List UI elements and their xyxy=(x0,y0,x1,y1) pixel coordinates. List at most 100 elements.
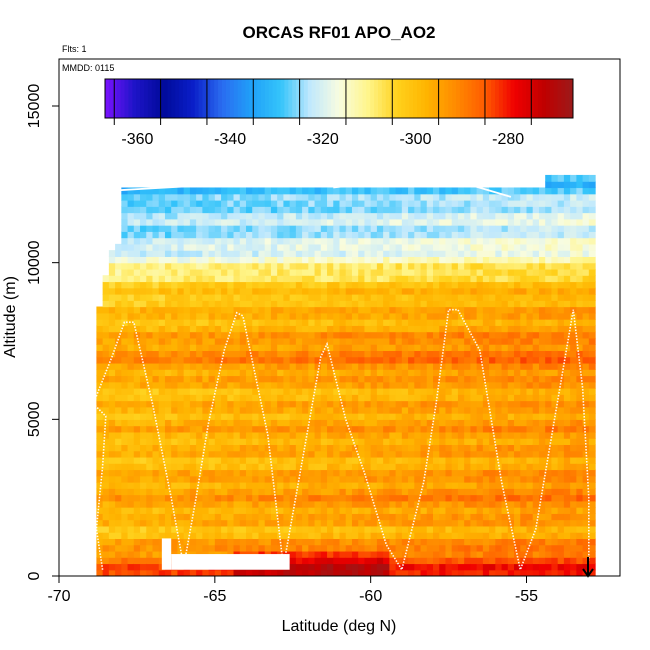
heatmap-cell xyxy=(476,450,484,458)
heatmap-cell xyxy=(532,306,540,314)
heatmap-cell xyxy=(482,494,490,502)
heatmap-cell xyxy=(115,544,122,552)
heatmap-cell xyxy=(545,525,553,533)
heatmap-cell xyxy=(189,225,197,232)
heatmap-cell xyxy=(526,325,534,333)
heatmap-cell xyxy=(295,319,303,326)
heatmap-cell xyxy=(270,300,278,308)
heatmap-cell xyxy=(489,312,496,320)
heatmap-cell xyxy=(482,331,490,339)
heatmap-cell xyxy=(451,325,459,333)
heatmap-cell xyxy=(507,187,515,195)
heatmap-cell xyxy=(370,388,378,395)
heatmap-cell xyxy=(283,312,291,320)
heatmap-cell xyxy=(588,231,596,239)
heatmap-cell xyxy=(121,218,129,226)
heatmap-cell xyxy=(439,507,447,514)
heatmap-cell xyxy=(570,181,577,189)
heatmap-cell xyxy=(526,519,534,527)
heatmap-cell xyxy=(395,294,403,301)
heatmap-cell xyxy=(433,507,440,514)
heatmap-cell xyxy=(277,463,284,471)
heatmap-cell xyxy=(246,475,253,483)
heatmap-cell xyxy=(333,200,341,207)
heatmap-cell xyxy=(333,544,341,552)
heatmap-cell xyxy=(339,381,347,389)
heatmap-cell xyxy=(171,400,179,408)
heatmap-cell xyxy=(408,456,415,464)
heatmap-cell xyxy=(196,507,203,514)
heatmap-cell xyxy=(582,250,590,257)
heatmap-cell xyxy=(557,344,565,351)
heatmap-cell xyxy=(127,507,135,514)
heatmap-cell xyxy=(451,550,459,558)
heatmap-cell xyxy=(507,406,515,414)
heatmap-cell xyxy=(364,525,372,533)
heatmap-cell xyxy=(227,250,235,257)
heatmap-cell xyxy=(426,237,434,245)
heatmap-cell xyxy=(538,381,546,389)
heatmap-cell xyxy=(470,231,478,239)
heatmap-cell xyxy=(370,425,378,433)
heatmap-cell xyxy=(507,262,515,270)
heatmap-cell xyxy=(289,438,297,445)
heatmap-cell xyxy=(383,381,390,389)
heatmap-cell xyxy=(214,231,222,239)
heatmap-cell xyxy=(146,331,154,339)
heatmap-cell xyxy=(588,519,596,527)
heatmap-cell xyxy=(351,406,359,414)
heatmap-cell xyxy=(576,406,584,414)
heatmap-cell xyxy=(482,475,490,483)
heatmap-cell xyxy=(221,538,228,546)
heatmap-cell xyxy=(264,369,272,377)
heatmap-cell xyxy=(420,525,428,533)
heatmap-cell xyxy=(358,463,366,471)
heatmap-cell xyxy=(177,469,185,477)
heatmap-cell xyxy=(270,406,278,414)
heatmap-cell xyxy=(246,362,253,370)
heatmap-cell xyxy=(451,231,459,239)
heatmap-cell xyxy=(246,300,253,308)
heatmap-cell xyxy=(520,356,528,364)
heatmap-cell xyxy=(264,507,272,514)
heatmap-cell xyxy=(233,250,241,257)
heatmap-cell xyxy=(401,406,409,414)
heatmap-cell xyxy=(339,193,347,201)
heatmap-cell xyxy=(295,256,303,264)
heatmap-cell xyxy=(514,425,521,433)
heatmap-cell xyxy=(233,369,241,377)
colorbar-swatch xyxy=(264,79,270,118)
heatmap-cell xyxy=(588,507,596,514)
heatmap-cell xyxy=(158,262,166,270)
heatmap-cell xyxy=(526,500,534,508)
heatmap-cell xyxy=(158,475,166,483)
heatmap-cell xyxy=(239,312,247,320)
heatmap-cell xyxy=(146,513,154,521)
heatmap-cell xyxy=(358,507,366,514)
heatmap-cell xyxy=(364,388,372,395)
heatmap-cell xyxy=(214,425,222,433)
heatmap-cell xyxy=(401,200,409,207)
heatmap-cell xyxy=(514,281,521,289)
heatmap-cell xyxy=(482,319,490,326)
heatmap-cell xyxy=(221,306,228,314)
heatmap-cell xyxy=(146,532,154,539)
heatmap-cell xyxy=(133,187,141,195)
heatmap-cell xyxy=(258,569,266,576)
heatmap-cell xyxy=(433,532,440,539)
heatmap-cell xyxy=(264,532,272,539)
heatmap-cell xyxy=(171,212,179,220)
heatmap-cell xyxy=(345,200,353,207)
colorbar-swatch xyxy=(327,79,332,118)
heatmap-cell xyxy=(183,362,191,370)
heatmap-cell xyxy=(164,513,172,521)
heatmap-cell xyxy=(302,300,309,308)
heatmap-cell xyxy=(177,212,185,220)
heatmap-cell xyxy=(426,337,434,345)
heatmap-cell xyxy=(158,206,166,214)
heatmap-cell xyxy=(227,525,235,533)
heatmap-cell xyxy=(557,312,565,320)
heatmap-cell xyxy=(108,532,116,539)
heatmap-cell xyxy=(358,557,366,565)
heatmap-cell xyxy=(489,469,496,477)
